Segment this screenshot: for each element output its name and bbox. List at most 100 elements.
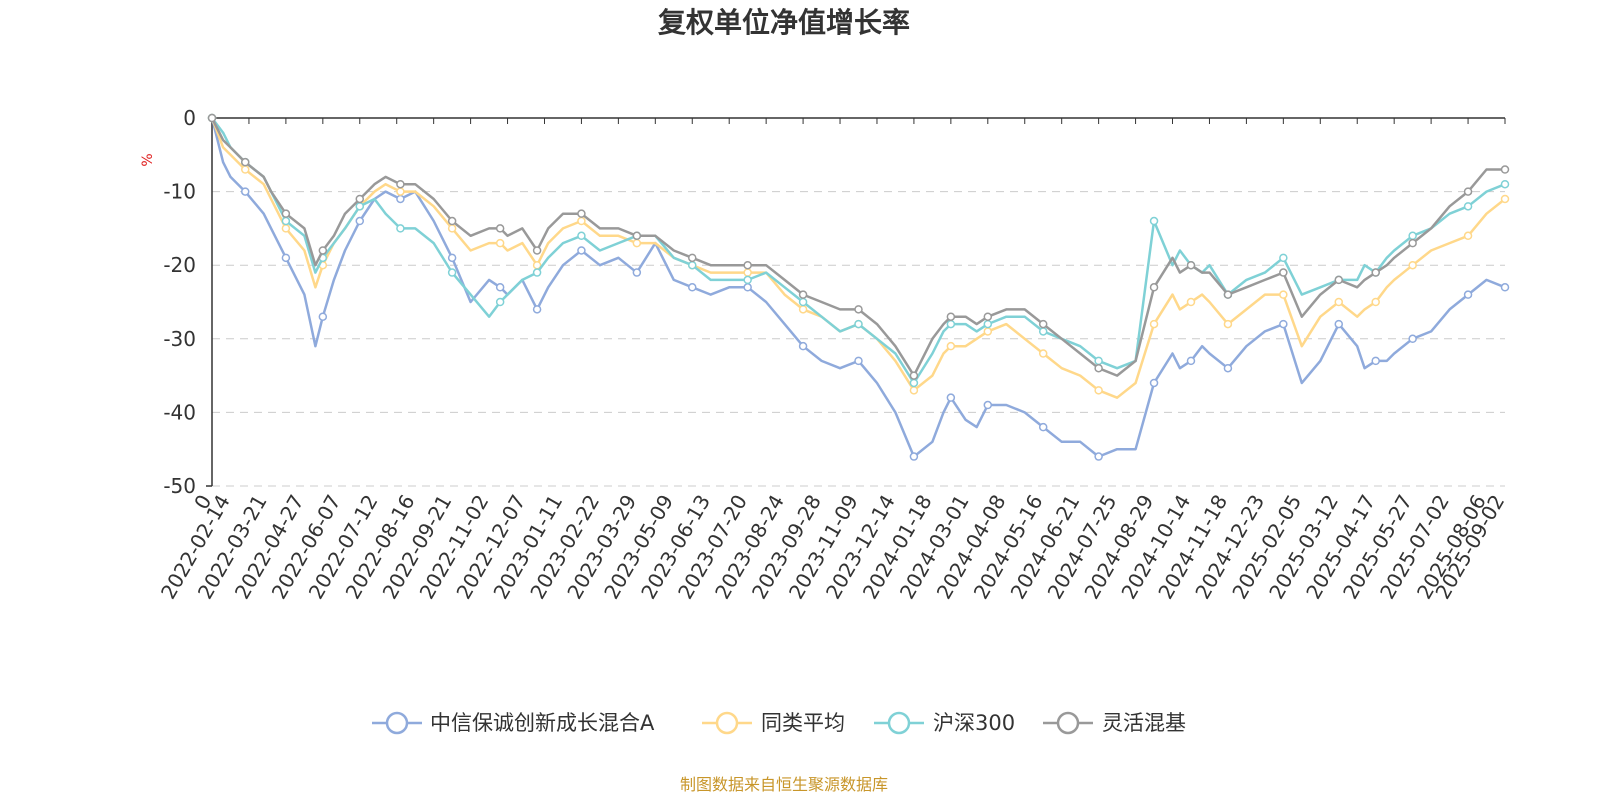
legend-item[interactable]: 灵活混基 xyxy=(1043,711,1186,735)
data-point xyxy=(355,202,365,211)
grid xyxy=(212,191,1505,487)
data-point xyxy=(1334,297,1344,307)
data-point xyxy=(495,238,505,248)
y-tick-label: -30 xyxy=(163,327,196,351)
axes: 0-10-20-30-40-5002022-02-142022-03-21202… xyxy=(156,106,1509,603)
data-point xyxy=(632,231,642,241)
data-point xyxy=(1038,349,1048,358)
data-point xyxy=(1371,297,1380,307)
legend[interactable]: 中信保诚创新成长混合A 同类平均 沪深300 灵活混基 xyxy=(372,711,1186,735)
data-point xyxy=(1038,319,1048,329)
data-point xyxy=(1186,297,1196,307)
data-point xyxy=(854,319,863,329)
data-point xyxy=(1279,290,1288,299)
data-point xyxy=(396,224,405,233)
y-tick-label: -20 xyxy=(163,253,196,277)
data-point xyxy=(946,319,956,329)
data-point xyxy=(1408,334,1417,344)
data-point xyxy=(1149,319,1159,329)
data-point xyxy=(240,165,250,174)
data-point xyxy=(447,268,457,277)
data-point xyxy=(1408,238,1417,248)
data-point xyxy=(1463,202,1473,211)
data-point xyxy=(495,224,505,233)
legend-item[interactable]: 中信保诚创新成长混合A xyxy=(372,711,655,735)
data-point xyxy=(854,356,863,366)
y-tick-label: -40 xyxy=(163,400,196,424)
legend-marker xyxy=(385,711,409,735)
chart-title: 复权单位净值增长率 xyxy=(658,6,910,39)
data-point xyxy=(577,246,586,255)
series-line-3 xyxy=(210,117,1505,377)
data-point xyxy=(1094,356,1103,366)
data-point xyxy=(1500,194,1510,204)
data-point xyxy=(355,216,365,226)
data-point xyxy=(240,157,250,167)
legend-label: 中信保诚创新成长混合A xyxy=(430,711,655,735)
data-point xyxy=(909,452,919,461)
data-point xyxy=(281,216,291,226)
data-point xyxy=(355,194,365,204)
source-note: 制图数据来自恒生聚源数据库 xyxy=(680,775,888,794)
data-point xyxy=(1408,260,1417,270)
data-point xyxy=(1149,216,1159,226)
data-point xyxy=(447,253,457,263)
data-point xyxy=(318,312,328,321)
data-point xyxy=(983,400,993,410)
data-point xyxy=(1463,290,1473,299)
data-point xyxy=(946,393,956,402)
y-axis-unit: % xyxy=(140,153,156,166)
data-point xyxy=(743,275,752,285)
series-line-0 xyxy=(210,117,1506,458)
data-point xyxy=(532,246,542,255)
data-point xyxy=(1371,268,1380,277)
legend-marker xyxy=(1056,711,1080,735)
legend-item[interactable]: 沪深300 xyxy=(874,711,1015,735)
data-point xyxy=(447,216,457,226)
legend-marker xyxy=(715,711,739,735)
data-point xyxy=(909,371,919,380)
data-point xyxy=(688,283,697,292)
data-point xyxy=(909,378,919,388)
data-point xyxy=(396,179,405,189)
legend-label: 灵活混基 xyxy=(1102,711,1186,735)
data-point xyxy=(532,268,542,277)
y-tick-label: 0 xyxy=(183,106,196,130)
data-point xyxy=(798,305,808,314)
data-point xyxy=(798,341,808,351)
data-point xyxy=(1094,363,1103,373)
data-point xyxy=(1500,283,1510,292)
data-point xyxy=(1186,356,1196,366)
data-point xyxy=(1408,231,1417,241)
data-point xyxy=(854,305,863,314)
data-point xyxy=(946,341,956,351)
data-point xyxy=(207,113,217,123)
legend-item[interactable]: 同类平均 xyxy=(702,711,845,735)
data-point xyxy=(495,297,505,307)
data-point xyxy=(1463,187,1473,196)
data-point xyxy=(1149,283,1159,292)
data-point xyxy=(577,216,586,226)
data-point xyxy=(688,253,697,263)
data-point xyxy=(798,290,808,299)
data-point xyxy=(1279,253,1288,263)
data-point xyxy=(577,209,586,218)
legend-label: 沪深300 xyxy=(933,711,1015,735)
legend-marker xyxy=(887,711,911,735)
data-point xyxy=(743,268,752,277)
data-point xyxy=(983,319,993,329)
data-point xyxy=(1186,260,1196,270)
data-point xyxy=(798,297,808,307)
data-point xyxy=(1038,422,1048,432)
data-point xyxy=(1223,319,1233,329)
data-point xyxy=(743,260,752,270)
data-point xyxy=(946,312,956,321)
data-point xyxy=(909,386,919,395)
data-point xyxy=(983,327,993,336)
data-point xyxy=(532,305,542,314)
data-point xyxy=(632,268,642,277)
data-point xyxy=(1149,378,1159,388)
data-point xyxy=(1463,231,1473,241)
data-point xyxy=(1500,165,1510,174)
